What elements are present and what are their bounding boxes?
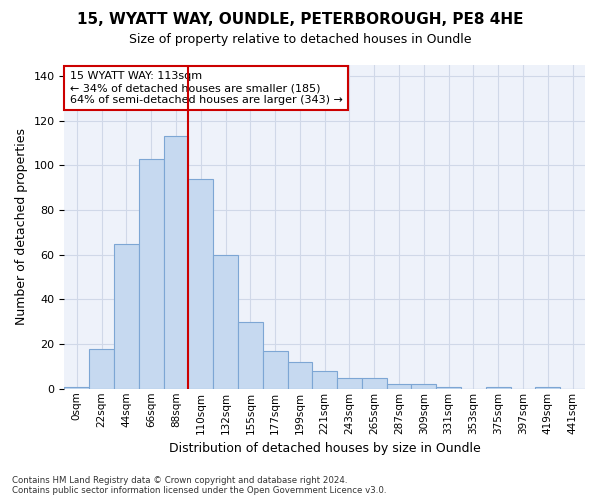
Bar	[188, 179, 213, 389]
Text: Size of property relative to detached houses in Oundle: Size of property relative to detached ho…	[129, 32, 471, 46]
Bar	[139, 159, 164, 389]
Bar	[213, 255, 238, 389]
Text: Contains HM Land Registry data © Crown copyright and database right 2024.
Contai: Contains HM Land Registry data © Crown c…	[12, 476, 386, 495]
Bar	[386, 384, 412, 389]
Bar	[436, 386, 461, 389]
Text: 15, WYATT WAY, OUNDLE, PETERBOROUGH, PE8 4HE: 15, WYATT WAY, OUNDLE, PETERBOROUGH, PE8…	[77, 12, 523, 28]
X-axis label: Distribution of detached houses by size in Oundle: Distribution of detached houses by size …	[169, 442, 481, 455]
Bar	[287, 362, 313, 389]
Bar	[164, 136, 188, 389]
Text: 15 WYATT WAY: 113sqm
← 34% of detached houses are smaller (185)
64% of semi-deta: 15 WYATT WAY: 113sqm ← 34% of detached h…	[70, 72, 343, 104]
Y-axis label: Number of detached properties: Number of detached properties	[15, 128, 28, 326]
Bar	[313, 371, 337, 389]
Bar	[114, 244, 139, 389]
Bar	[337, 378, 362, 389]
Bar	[412, 384, 436, 389]
Bar	[486, 386, 511, 389]
Bar	[64, 386, 89, 389]
Bar	[238, 322, 263, 389]
Bar	[535, 386, 560, 389]
Bar	[89, 348, 114, 389]
Bar	[362, 378, 386, 389]
Bar	[263, 351, 287, 389]
